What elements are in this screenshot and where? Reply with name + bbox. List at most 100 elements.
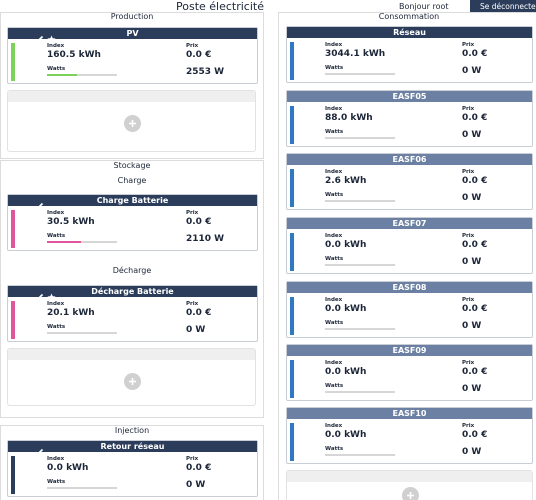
card-header: Décharge Batterie: [8, 286, 257, 297]
device-card[interactable]: EASF08 Index 0.0 kWh Watts Prix 0.0 € 0 W: [286, 281, 533, 338]
index-label: Index: [325, 169, 343, 175]
watts-label: Watts: [47, 66, 66, 72]
price-label: Prix: [462, 42, 475, 48]
device-card[interactable]: Charge Batterie Index 30.5 kWh Watts Prix 0.0…: [7, 194, 258, 251]
watts-value: 0 W: [462, 447, 482, 457]
icon-star[interactable]: [47, 287, 56, 302]
index-value: 0.0 kWh: [325, 240, 367, 250]
section-title: Injection: [114, 426, 150, 435]
status-stripe: [11, 43, 15, 81]
device-card[interactable]: PV Index 160.5 kWh Watts Prix 0.0 € 2553 W: [7, 27, 258, 84]
price-value: 0.0 €: [462, 304, 488, 314]
status-stripe: [290, 169, 294, 207]
watts-value: 2553 W: [186, 67, 225, 77]
page-title: Poste électricité: [176, 0, 264, 13]
index-value: 0.0 kWh: [325, 367, 367, 377]
device-card[interactable]: Décharge Batterie Index 20.1 kWh Watts Prix 0…: [7, 285, 258, 342]
price-value: 0.0 €: [462, 430, 488, 440]
section-title: Décharge: [112, 266, 152, 275]
index-label: Index: [325, 106, 343, 112]
add-box-header: [8, 91, 255, 102]
price-value: 0.0 €: [462, 49, 488, 59]
index-value: 20.1 kWh: [47, 308, 95, 318]
price-value: 0.0 €: [186, 308, 212, 318]
index-label: Index: [325, 297, 343, 303]
watts-value: 0 W: [186, 325, 206, 335]
price-label: Prix: [186, 301, 199, 307]
icon-star[interactable]: [47, 29, 56, 44]
price-label: Prix: [186, 43, 199, 49]
watts-label: Watts: [325, 65, 344, 71]
index-value: 88.0 kWh: [325, 113, 373, 123]
icon-pencil[interactable]: [35, 442, 44, 457]
section-title: Consommation: [378, 12, 440, 21]
index-value: 160.5 kWh: [47, 50, 101, 60]
watts-label: Watts: [325, 256, 344, 262]
watts-value: 2110 W: [186, 234, 225, 244]
index-label: Index: [325, 42, 343, 48]
watts-label: Watts: [325, 129, 344, 135]
add-box: [7, 348, 256, 406]
add-button[interactable]: [401, 487, 419, 500]
power-bar: [325, 137, 395, 139]
watts-value: 0 W: [462, 321, 482, 331]
greeting: Bonjour root: [399, 2, 449, 11]
power-bar: [325, 328, 395, 330]
card-header: EASF07: [287, 218, 532, 229]
device-card[interactable]: Réseau Index 3044.1 kWh Watts Prix 0.0 € 0 W: [286, 26, 533, 83]
power-bar: [47, 74, 117, 76]
price-label: Prix: [462, 169, 475, 175]
card-header: Réseau: [287, 27, 532, 38]
price-label: Prix: [186, 456, 199, 462]
watts-value: 0 W: [462, 257, 482, 267]
watts-value: 0 W: [462, 384, 482, 394]
watts-label: Watts: [47, 479, 66, 485]
index-value: 2.6 kWh: [325, 176, 367, 186]
price-value: 0.0 €: [462, 176, 488, 186]
card-header: EASF05: [287, 91, 532, 102]
power-bar-fill: [47, 241, 81, 243]
device-card[interactable]: EASF05 Index 88.0 kWh Watts Prix 0.0 € 0 W: [286, 90, 533, 147]
status-stripe: [290, 360, 294, 398]
watts-value: 0 W: [462, 130, 482, 140]
status-stripe: [290, 42, 294, 80]
card-header: EASF10: [287, 408, 532, 419]
device-card[interactable]: EASF07 Index 0.0 kWh Watts Prix 0.0 € 0 W: [286, 217, 533, 274]
device-card[interactable]: EASF09 Index 0.0 kWh Watts Prix 0.0 € 0 W: [286, 344, 533, 401]
card-header: Retour réseau: [8, 441, 257, 452]
watts-label: Watts: [47, 324, 66, 330]
price-value: 0.0 €: [462, 367, 488, 377]
power-bar: [47, 487, 117, 489]
price-value: 0.0 €: [186, 463, 212, 473]
watts-label: Watts: [325, 383, 344, 389]
index-label: Index: [325, 423, 343, 429]
icon-pencil[interactable]: [35, 287, 44, 302]
add-box-header: [287, 471, 532, 482]
power-bar: [325, 73, 395, 75]
icon-pencil[interactable]: [35, 196, 44, 211]
power-bar: [325, 391, 395, 393]
power-bar: [325, 454, 395, 456]
section-title: Production: [110, 12, 154, 21]
device-card[interactable]: EASF06 Index 2.6 kWh Watts Prix 0.0 € 0 W: [286, 153, 533, 210]
power-bar: [47, 332, 117, 334]
index-value: 0.0 kWh: [325, 304, 367, 314]
add-button[interactable]: [123, 373, 141, 390]
card-header: PV: [8, 28, 257, 39]
index-label: Index: [47, 456, 65, 462]
index-label: Index: [47, 210, 65, 216]
device-card[interactable]: Retour réseau Index 0.0 kWh Watts Prix 0.0 € 0…: [7, 440, 258, 497]
price-label: Prix: [462, 423, 475, 429]
add-box: [7, 90, 256, 152]
watts-label: Watts: [47, 233, 66, 239]
index-value: 3044.1 kWh: [325, 49, 386, 59]
status-stripe: [290, 297, 294, 335]
add-button[interactable]: [123, 115, 141, 132]
logout-button[interactable]: Se déconnecter: [470, 0, 536, 14]
index-value: 0.0 kWh: [47, 463, 89, 473]
icon-pencil[interactable]: [35, 29, 44, 44]
device-card[interactable]: EASF10 Index 0.0 kWh Watts Prix 0.0 € 0 W: [286, 407, 533, 464]
add-box-header: [8, 349, 255, 360]
index-label: Index: [47, 301, 65, 307]
section-title: Stockage: [113, 161, 151, 170]
